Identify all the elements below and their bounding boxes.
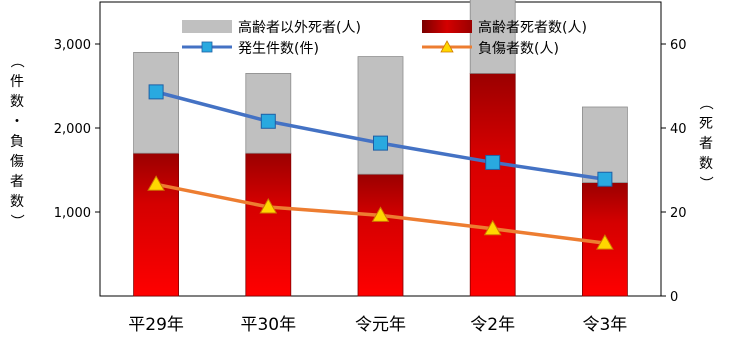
bar-other-deaths bbox=[469, 0, 516, 74]
right-tick-label: 60 bbox=[670, 38, 687, 53]
legend-label-other-deaths: 高齢者以外死者(人) bbox=[238, 19, 361, 36]
category-label: 令3年 bbox=[582, 315, 627, 335]
bar-other-deaths bbox=[245, 73, 292, 154]
bar-elderly-deaths bbox=[469, 73, 516, 297]
point-injured bbox=[371, 206, 390, 222]
x-axis: 平29年 平30年 令元年 令2年 令3年 bbox=[128, 315, 627, 335]
point-incidents bbox=[485, 154, 501, 170]
left-axis-label-char: ・ bbox=[10, 114, 24, 130]
right-axis-label-char: ） bbox=[697, 176, 713, 190]
right-tick-label: 40 bbox=[670, 122, 687, 137]
legend: 高齢者以外死者(人) 高齢者死者数(人) 発生件数(件) 負傷者数(人) bbox=[182, 19, 587, 57]
point-incidents bbox=[148, 84, 164, 100]
left-axis-label-char: 数 bbox=[10, 194, 24, 210]
left-tick-label: 3,000 bbox=[54, 38, 91, 53]
left-axis-label-char: ） bbox=[8, 214, 24, 228]
lines-layer bbox=[147, 84, 614, 250]
right-axis-label-char: （ bbox=[697, 96, 713, 110]
bar-elderly-deaths bbox=[357, 173, 404, 297]
left-tick-label: 2,000 bbox=[54, 122, 91, 137]
bar-other-deaths bbox=[357, 56, 404, 175]
legend-label-incidents: 発生件数(件) bbox=[238, 41, 319, 57]
left-tick-label: 1,000 bbox=[54, 206, 91, 221]
left-axis-label: （件数・負傷者数） bbox=[8, 54, 24, 228]
right-axis: 0 20 40 60 bbox=[661, 38, 687, 305]
legend-swatch-elderly-deaths bbox=[422, 20, 472, 33]
point-incidents bbox=[597, 171, 613, 187]
right-axis-label-char: 死 bbox=[699, 116, 713, 132]
bar-elderly-deaths bbox=[245, 152, 292, 297]
legend-label-injured: 負傷者数(人) bbox=[478, 41, 559, 57]
left-axis-label-char: 者 bbox=[10, 174, 24, 190]
bar-elderly-deaths bbox=[133, 152, 180, 297]
category-label: 令2年 bbox=[470, 315, 515, 335]
bar-other-deaths bbox=[582, 106, 628, 183]
legend-marker-injured bbox=[440, 40, 454, 53]
bars-layer bbox=[133, 0, 628, 297]
right-axis-label-char: 数 bbox=[699, 156, 713, 172]
point-injured bbox=[483, 219, 502, 236]
category-label: 平29年 bbox=[128, 315, 184, 335]
right-tick-label: 20 bbox=[670, 206, 687, 221]
right-axis-label-char: 者 bbox=[699, 136, 713, 152]
left-axis: 1,000 2,000 3,000 bbox=[54, 38, 100, 221]
point-injured bbox=[596, 234, 614, 250]
right-tick-label: 0 bbox=[670, 290, 678, 305]
left-axis-label-char: （ bbox=[8, 54, 24, 68]
right-axis-label: （ 死者数 ） bbox=[697, 96, 713, 190]
legend-swatch-other-deaths bbox=[182, 20, 232, 33]
left-axis-label-char: 傷 bbox=[10, 154, 24, 170]
category-label: 令元年 bbox=[355, 315, 406, 335]
point-incidents bbox=[260, 113, 276, 129]
left-axis-label-char: 件 bbox=[10, 74, 24, 90]
category-label: 平30年 bbox=[240, 315, 296, 335]
bar-other-deaths bbox=[133, 52, 180, 154]
left-axis-label-char: 数 bbox=[10, 94, 24, 110]
legend-label-elderly-deaths: 高齢者死者数(人) bbox=[478, 19, 587, 36]
point-incidents bbox=[373, 135, 388, 151]
point-injured bbox=[147, 175, 165, 191]
left-axis-label-char: 負 bbox=[10, 134, 24, 150]
legend-marker-incidents bbox=[201, 41, 213, 53]
point-injured bbox=[259, 197, 278, 214]
